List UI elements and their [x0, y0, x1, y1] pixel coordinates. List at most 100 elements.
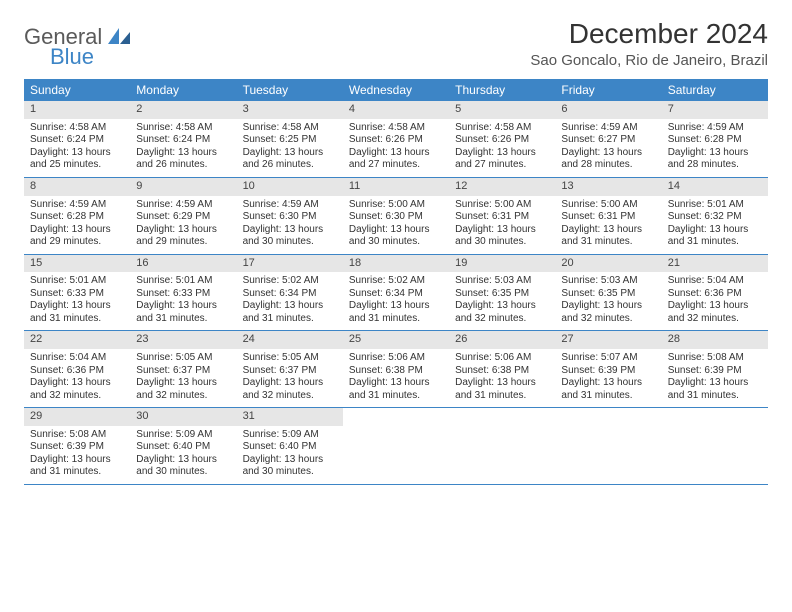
daylight-text: Daylight: 13 hours and 29 minutes. [136, 224, 230, 249]
sunrise-text: Sunrise: 5:02 AM [349, 275, 443, 288]
day-body: Sunrise: 5:00 AMSunset: 6:31 PMDaylight:… [555, 196, 661, 254]
sunrise-text: Sunrise: 5:00 AM [561, 199, 655, 212]
weekday-saturday: Saturday [662, 79, 768, 101]
day-number: 7 [662, 101, 768, 119]
day-body: Sunrise: 4:59 AMSunset: 6:28 PMDaylight:… [24, 196, 130, 254]
sunset-text: Sunset: 6:29 PM [136, 211, 230, 224]
sunset-text: Sunset: 6:33 PM [136, 288, 230, 301]
day-number: 4 [343, 101, 449, 119]
daylight-text: Daylight: 13 hours and 31 minutes. [668, 224, 762, 249]
sunset-text: Sunset: 6:37 PM [243, 365, 337, 378]
day-number: 2 [130, 101, 236, 119]
day-number: 13 [555, 178, 661, 196]
day-cell-empty [662, 408, 768, 484]
sunrise-text: Sunrise: 4:59 AM [243, 199, 337, 212]
day-number: 17 [237, 255, 343, 273]
day-body: Sunrise: 4:59 AMSunset: 6:27 PMDaylight:… [555, 119, 661, 177]
sunrise-text: Sunrise: 4:59 AM [561, 122, 655, 135]
daylight-text: Daylight: 13 hours and 29 minutes. [30, 224, 124, 249]
location: Sao Goncalo, Rio de Janeiro, Brazil [530, 52, 768, 69]
week-row: 29Sunrise: 5:08 AMSunset: 6:39 PMDayligh… [24, 408, 768, 485]
day-number: 14 [662, 178, 768, 196]
sunrise-text: Sunrise: 5:01 AM [136, 275, 230, 288]
sunset-text: Sunset: 6:39 PM [30, 441, 124, 454]
daylight-text: Daylight: 13 hours and 25 minutes. [30, 147, 124, 172]
sunrise-text: Sunrise: 5:04 AM [668, 275, 762, 288]
day-cell: 16Sunrise: 5:01 AMSunset: 6:33 PMDayligh… [130, 255, 236, 331]
day-number: 8 [24, 178, 130, 196]
sunrise-text: Sunrise: 5:08 AM [668, 352, 762, 365]
sunset-text: Sunset: 6:38 PM [349, 365, 443, 378]
day-cell: 23Sunrise: 5:05 AMSunset: 6:37 PMDayligh… [130, 331, 236, 407]
day-number: 22 [24, 331, 130, 349]
weekday-row: SundayMondayTuesdayWednesdayThursdayFrid… [24, 79, 768, 101]
day-body: Sunrise: 5:08 AMSunset: 6:39 PMDaylight:… [24, 426, 130, 484]
day-number: 31 [237, 408, 343, 426]
day-body: Sunrise: 5:07 AMSunset: 6:39 PMDaylight:… [555, 349, 661, 407]
sunrise-text: Sunrise: 5:09 AM [136, 429, 230, 442]
day-cell: 5Sunrise: 4:58 AMSunset: 6:26 PMDaylight… [449, 101, 555, 177]
sunrise-text: Sunrise: 5:04 AM [30, 352, 124, 365]
sunrise-text: Sunrise: 4:59 AM [30, 199, 124, 212]
day-cell: 2 Sunrise: 4:58 AMSunset: 6:24 PMDaylight… [130, 101, 236, 177]
day-number: 1 [24, 101, 130, 119]
daylight-text: Daylight: 13 hours and 30 minutes. [243, 224, 337, 249]
sunset-text: Sunset: 6:35 PM [561, 288, 655, 301]
month-title: December 2024 [530, 18, 768, 50]
sunset-text: Sunset: 6:24 PM [136, 134, 230, 147]
day-cell: 30Sunrise: 5:09 AMSunset: 6:40 PMDayligh… [130, 408, 236, 484]
sunset-text: Sunset: 6:30 PM [243, 211, 337, 224]
day-body: Sunrise: 5:03 AMSunset: 6:35 PMDaylight:… [449, 272, 555, 330]
sunrise-text: Sunrise: 4:58 AM [30, 122, 124, 135]
sunrise-text: Sunrise: 4:59 AM [136, 199, 230, 212]
daylight-text: Daylight: 13 hours and 31 minutes. [668, 377, 762, 402]
daylight-text: Daylight: 13 hours and 32 minutes. [30, 377, 124, 402]
day-body: Sunrise: 5:05 AMSunset: 6:37 PMDaylight:… [237, 349, 343, 407]
sunrise-text: Sunrise: 5:03 AM [561, 275, 655, 288]
day-number: 29 [24, 408, 130, 426]
sunrise-text: Sunrise: 5:05 AM [136, 352, 230, 365]
sunrise-text: Sunrise: 4:58 AM [136, 122, 230, 135]
sunset-text: Sunset: 6:28 PM [30, 211, 124, 224]
day-number: 12 [449, 178, 555, 196]
day-body: Sunrise: 5:00 AMSunset: 6:31 PMDaylight:… [449, 196, 555, 254]
daylight-text: Daylight: 13 hours and 31 minutes. [30, 300, 124, 325]
day-cell: 21Sunrise: 5:04 AMSunset: 6:36 PMDayligh… [662, 255, 768, 331]
day-cell: 19Sunrise: 5:03 AMSunset: 6:35 PMDayligh… [449, 255, 555, 331]
day-body: Sunrise: 5:05 AMSunset: 6:37 PMDaylight:… [130, 349, 236, 407]
sunset-text: Sunset: 6:34 PM [243, 288, 337, 301]
daylight-text: Daylight: 13 hours and 27 minutes. [455, 147, 549, 172]
day-body: Sunrise: 5:00 AMSunset: 6:30 PMDaylight:… [343, 196, 449, 254]
day-cell: 29Sunrise: 5:08 AMSunset: 6:39 PMDayligh… [24, 408, 130, 484]
day-cell: 17Sunrise: 5:02 AMSunset: 6:34 PMDayligh… [237, 255, 343, 331]
day-cell: 18Sunrise: 5:02 AMSunset: 6:34 PMDayligh… [343, 255, 449, 331]
daylight-text: Daylight: 13 hours and 32 minutes. [561, 300, 655, 325]
week-row: 22Sunrise: 5:04 AMSunset: 6:36 PMDayligh… [24, 331, 768, 408]
sunrise-text: Sunrise: 5:09 AM [243, 429, 337, 442]
day-body: Sunrise: 5:01 AMSunset: 6:32 PMDaylight:… [662, 196, 768, 254]
daylight-text: Daylight: 13 hours and 30 minutes. [349, 224, 443, 249]
daylight-text: Daylight: 13 hours and 31 minutes. [349, 300, 443, 325]
day-cell: 14Sunrise: 5:01 AMSunset: 6:32 PMDayligh… [662, 178, 768, 254]
sunset-text: Sunset: 6:26 PM [349, 134, 443, 147]
day-cell: 27Sunrise: 5:07 AMSunset: 6:39 PMDayligh… [555, 331, 661, 407]
day-cell: 24Sunrise: 5:05 AMSunset: 6:37 PMDayligh… [237, 331, 343, 407]
day-cell: 31Sunrise: 5:09 AMSunset: 6:40 PMDayligh… [237, 408, 343, 484]
day-body: Sunrise: 4:58 AMSunset: 6:25 PMDaylight:… [237, 119, 343, 177]
sunset-text: Sunset: 6:33 PM [30, 288, 124, 301]
day-body: Sunrise: 4:59 AMSunset: 6:30 PMDaylight:… [237, 196, 343, 254]
sunrise-text: Sunrise: 5:00 AM [349, 199, 443, 212]
day-cell: 11Sunrise: 5:00 AMSunset: 6:30 PMDayligh… [343, 178, 449, 254]
day-number: 5 [449, 101, 555, 119]
day-cell: 25Sunrise: 5:06 AMSunset: 6:38 PMDayligh… [343, 331, 449, 407]
day-cell: 8Sunrise: 4:59 AMSunset: 6:28 PMDaylight… [24, 178, 130, 254]
daylight-text: Daylight: 13 hours and 31 minutes. [30, 454, 124, 479]
sunset-text: Sunset: 6:36 PM [30, 365, 124, 378]
weekday-sunday: Sunday [24, 79, 130, 101]
daylight-text: Daylight: 13 hours and 26 minutes. [136, 147, 230, 172]
day-number: 23 [130, 331, 236, 349]
sunset-text: Sunset: 6:37 PM [136, 365, 230, 378]
sunset-text: Sunset: 6:27 PM [561, 134, 655, 147]
sunset-text: Sunset: 6:36 PM [668, 288, 762, 301]
sunset-text: Sunset: 6:32 PM [668, 211, 762, 224]
